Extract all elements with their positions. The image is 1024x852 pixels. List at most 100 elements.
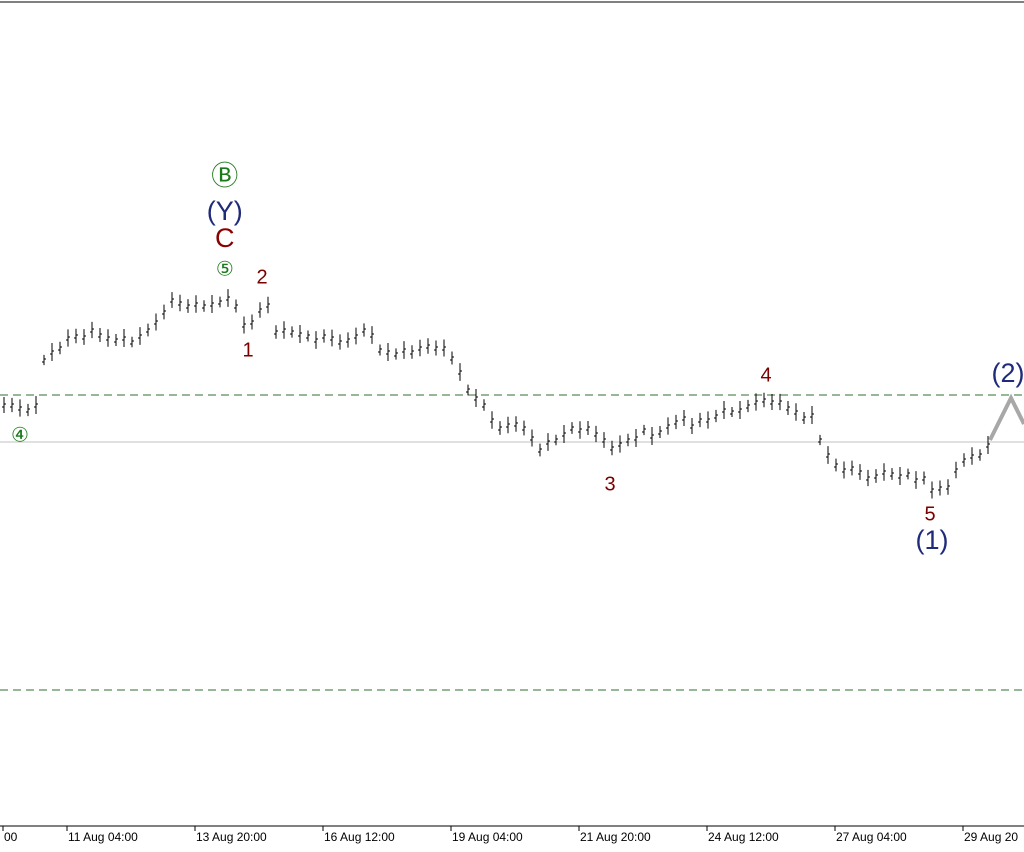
price-bar xyxy=(538,443,542,457)
price-bar xyxy=(626,433,630,447)
price-bar xyxy=(386,343,390,361)
price-bar xyxy=(410,345,414,359)
price-bar xyxy=(986,436,990,454)
price-bar xyxy=(226,289,230,307)
price-bar xyxy=(202,300,206,312)
price-bar xyxy=(266,296,270,314)
price-bar xyxy=(970,447,974,465)
price-bar xyxy=(762,392,766,408)
price-bar xyxy=(618,435,622,453)
price-bar xyxy=(850,460,854,476)
price-bar xyxy=(34,396,38,414)
price-bar xyxy=(434,340,438,356)
price-bar xyxy=(874,469,878,483)
price-bar xyxy=(938,480,942,496)
price-bar xyxy=(754,393,758,411)
price-bar xyxy=(794,403,798,421)
price-bar xyxy=(114,334,118,346)
x-tick-label: 27 Aug 04:00 xyxy=(836,830,907,844)
price-bar xyxy=(658,425,662,439)
x-tick-label: 29 Aug 20 xyxy=(964,830,1018,844)
price-bar xyxy=(562,425,566,443)
price-bar xyxy=(306,330,310,342)
price-bar xyxy=(290,326,294,338)
price-bar xyxy=(146,323,150,337)
price-bar xyxy=(90,321,94,339)
price-bar xyxy=(882,463,886,481)
price-bar xyxy=(218,296,222,308)
price-bar xyxy=(906,468,910,480)
x-tick-label: 13 Aug 20:00 xyxy=(196,830,267,844)
x-tick-label: 19 Aug 04:00 xyxy=(452,830,523,844)
price-bar xyxy=(442,339,446,357)
price-bar xyxy=(378,344,382,356)
price-bar xyxy=(194,295,198,313)
price-bar xyxy=(162,304,166,320)
price-bar xyxy=(730,406,734,418)
price-bar xyxy=(818,434,822,446)
price-bar xyxy=(178,294,182,312)
price-bar xyxy=(746,399,750,413)
projection xyxy=(988,393,1024,441)
price-bar xyxy=(514,416,518,432)
price-bar xyxy=(826,446,830,464)
price-bar xyxy=(722,401,726,419)
price-bar xyxy=(210,295,214,313)
price-bar xyxy=(578,421,582,439)
price-bar xyxy=(650,427,654,445)
price-bar xyxy=(346,332,350,348)
wave-label: 5 xyxy=(924,503,935,525)
x-tick-label: 24 Aug 12:00 xyxy=(708,830,779,844)
price-bar xyxy=(834,458,838,472)
price-bar xyxy=(930,481,934,499)
price-bar xyxy=(682,409,686,427)
price-bar xyxy=(946,479,950,495)
price-bar xyxy=(546,433,550,451)
wave-label: (Y) xyxy=(207,196,243,226)
price-bar xyxy=(642,424,646,436)
price-bar xyxy=(186,299,190,313)
price-bar xyxy=(394,348,398,360)
price-bar xyxy=(714,409,718,423)
price-bar xyxy=(922,471,926,485)
x-tick-label: 21 Aug 20:00 xyxy=(580,830,651,844)
price-bar xyxy=(322,329,326,343)
price-bar xyxy=(74,328,78,344)
price-bar xyxy=(18,399,22,417)
price-bar xyxy=(2,396,6,414)
price-bar xyxy=(258,302,262,318)
price-bar xyxy=(690,417,694,435)
price-bar xyxy=(474,389,478,407)
wave-label: 2 xyxy=(256,266,267,288)
price-bar xyxy=(954,461,958,479)
wave-label: ④ xyxy=(11,424,29,446)
price-bar xyxy=(458,363,462,381)
price-bar xyxy=(530,429,534,447)
price-bar xyxy=(50,343,54,361)
price-bar xyxy=(138,327,142,345)
price-bar xyxy=(778,393,782,411)
price-bar xyxy=(506,416,510,434)
price-bar xyxy=(978,449,982,461)
price-bar xyxy=(498,421,502,435)
price-bar xyxy=(522,420,526,436)
price-bar xyxy=(418,339,422,357)
price-bar xyxy=(370,326,374,344)
price-bar xyxy=(170,292,174,308)
price-bar xyxy=(402,341,406,359)
price-bar xyxy=(42,354,46,366)
price-bar xyxy=(338,334,342,350)
price-bar xyxy=(554,434,558,446)
wave-label: 3 xyxy=(604,473,615,495)
price-bar xyxy=(706,411,710,429)
price-bar xyxy=(858,464,862,480)
price-bar xyxy=(26,403,30,417)
price-bar xyxy=(362,323,366,337)
wave-label: 1 xyxy=(242,339,253,361)
price-bar xyxy=(666,417,670,435)
price-bar xyxy=(282,321,286,339)
price-bar xyxy=(898,467,902,485)
wave-label: Ⓑ xyxy=(211,161,238,191)
